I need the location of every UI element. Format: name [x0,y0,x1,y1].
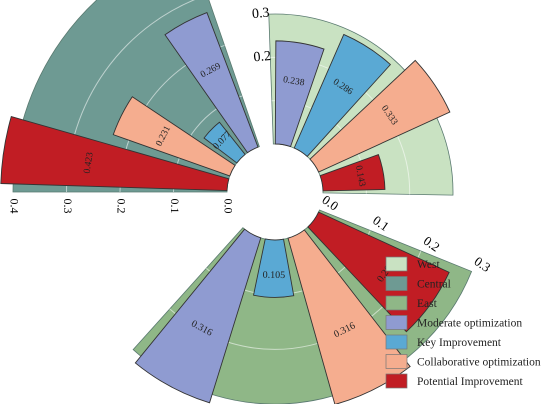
tick-label: 0.2 [253,49,272,65]
tick-label: 0.0 [319,192,341,214]
bar-central-potential-improvement [0,115,230,191]
legend-swatch-moderate-optimization [385,315,408,330]
tick-label: 0.3 [471,253,493,275]
legend-swatch-potential-improvement [385,373,408,389]
legend-swatch-key-improvement [385,334,408,350]
bar-east-potential-improvement [307,211,450,333]
legend-label-moderate-optimization: Moderate optimization [417,318,522,330]
legend-swatch-central [385,276,408,291]
value-label: 0.143 [353,165,367,188]
tick-label: 0.2 [114,199,128,214]
value-label: 0.423 [83,151,96,174]
bar-central-collaborative-optimization [112,96,236,177]
bar-west-collaborative-optimization [309,59,451,173]
bar-west-potential-improvement [319,153,386,192]
bar-east-moderate-optimization [134,228,262,404]
value-label: 0.238 [282,75,305,88]
legend-label-key-improvement: Key Improvement [417,337,502,349]
tick-label: 0.3 [61,199,75,214]
legend-swatch-collaborative-optimization [385,354,408,369]
tick-label: 0.1 [168,199,182,214]
bar-west-moderate-optimization [274,40,325,148]
tick-label: 0.4 [7,199,21,214]
tick-label: 0.2 [421,233,443,255]
legend-label-collaborative-optimization: Collaborative optimization [417,357,541,369]
legend-label-west: West [417,259,441,271]
legend-label-potential-improvement: Potential Improvement [417,376,524,388]
legend-swatch-west [385,256,408,272]
tick-label: 0.1 [370,212,392,234]
legend-label-east: East [417,298,438,310]
bar-west-key-improvement [293,33,392,158]
bar-central-moderate-optimization [164,11,259,154]
legend-label-central: Central [417,279,451,291]
tick-label: 0.3 [251,6,270,22]
value-label: 0.105 [263,270,286,281]
bar-east-key-improvement [253,238,295,298]
legend-swatch-east [385,295,408,311]
legend: West Central East Moderate optimization Key … [385,256,541,389]
bar-central-key-improvement [203,121,246,164]
tick-label: 0.0 [221,199,235,214]
